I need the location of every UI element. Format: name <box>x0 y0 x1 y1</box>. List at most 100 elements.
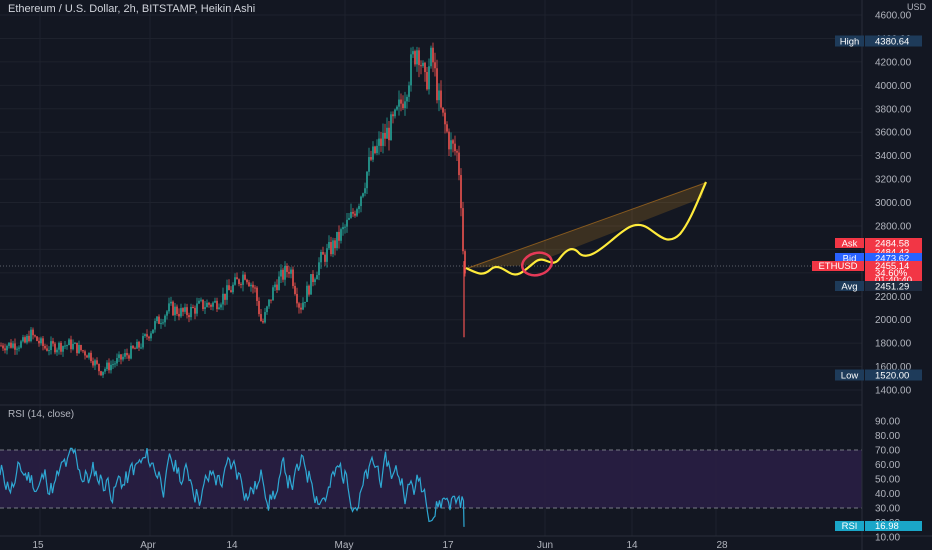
candle-body <box>194 307 196 314</box>
projection-wave[interactable] <box>465 181 708 276</box>
candle-body <box>24 337 26 343</box>
candle-body <box>74 342 76 344</box>
candle-body <box>146 334 148 337</box>
candle-body <box>406 96 408 102</box>
rsi-tick-label: 30.00 <box>875 504 900 515</box>
candle-body <box>50 341 52 351</box>
candle-body <box>184 307 186 312</box>
candle-body <box>258 300 260 315</box>
candle-body <box>280 269 282 277</box>
candle-body <box>124 353 126 357</box>
candle-body <box>332 240 334 255</box>
candle-body <box>418 50 420 66</box>
candle-body <box>108 362 110 371</box>
candle-body <box>182 308 184 312</box>
candle-body <box>350 211 352 218</box>
ask-tag-label: Ask <box>842 238 858 249</box>
candle-body <box>386 127 388 139</box>
candle-body <box>270 299 272 301</box>
candle-body <box>130 345 132 359</box>
candle-body <box>128 355 130 359</box>
rsi-tick-label: 80.00 <box>875 431 900 442</box>
candle-body <box>394 109 396 117</box>
candle-body <box>328 242 330 249</box>
candle-body <box>216 300 218 310</box>
price-tick-label: 3600.00 <box>875 128 912 139</box>
rsi-line <box>0 447 465 527</box>
avg-tag-value-box <box>865 281 922 291</box>
candles <box>0 42 466 379</box>
symbol-change-pct: 34.60% <box>875 268 908 279</box>
candle-body <box>26 335 28 343</box>
candle-body <box>6 345 8 351</box>
candle-body <box>220 304 222 308</box>
time-axis[interactable]: 15 Apr 14 May 17 Jun 14 28 <box>32 540 728 550</box>
candle-body <box>246 279 248 283</box>
candle-body <box>12 343 14 348</box>
candle-body <box>98 363 100 372</box>
projection-drawing[interactable] <box>465 181 708 279</box>
candle-body <box>458 152 460 176</box>
candle-body <box>354 213 356 216</box>
chart-title[interactable]: Ethereum / U.S. Dollar, 2h, BITSTAMP, He… <box>8 3 256 15</box>
candle-body <box>408 85 410 97</box>
candle-body <box>48 350 50 352</box>
candle-body <box>202 299 204 309</box>
candle-body <box>346 219 348 227</box>
price-tick-label: 3400.00 <box>875 151 912 162</box>
candle-body <box>144 334 146 337</box>
candle-body <box>446 124 448 132</box>
candle-body <box>62 346 64 352</box>
candle-body <box>304 301 306 303</box>
highlight-circle[interactable] <box>520 249 555 278</box>
ask2-tag-value-box <box>865 247 922 257</box>
candle-body <box>440 90 442 108</box>
candle-body <box>10 342 12 348</box>
candle-body <box>404 101 406 109</box>
candle-body <box>188 315 190 318</box>
candle-body <box>158 316 160 324</box>
symbol-label-box <box>812 261 864 271</box>
candle-body <box>238 279 240 285</box>
candle-body <box>218 307 220 310</box>
candle-body <box>392 114 394 117</box>
candle-body <box>192 306 194 308</box>
candle-body <box>176 306 178 314</box>
candle-body <box>206 302 208 308</box>
high-tag-value-box <box>865 35 922 47</box>
candle-body <box>432 47 434 63</box>
candle-body <box>286 265 288 272</box>
candle-body <box>414 51 416 65</box>
candle-body <box>230 290 232 293</box>
channel-edge[interactable] <box>467 182 706 269</box>
candle-body <box>396 106 398 110</box>
candle-body <box>306 285 308 302</box>
rsi-label-box <box>835 521 864 531</box>
low-tag-value: 1520.00 <box>875 370 909 381</box>
candle-body <box>308 285 310 295</box>
bid-tag-value: 2473.62 <box>875 253 909 264</box>
candle-body <box>204 307 206 309</box>
candle-body <box>416 50 418 65</box>
candle-body <box>228 285 230 291</box>
bid-tag-label-box <box>835 253 864 263</box>
candle-body <box>442 107 444 113</box>
time-tick-label: 28 <box>716 540 728 550</box>
candle-body <box>326 248 328 262</box>
candle-body <box>90 352 92 362</box>
candle-body <box>84 351 86 356</box>
candle-body <box>342 227 344 230</box>
bar-countdown: 01:40:40 <box>875 275 912 286</box>
ask-tag-value: 2484.58 <box>875 238 909 249</box>
rsi-title[interactable]: RSI (14, close) <box>8 409 75 420</box>
rsi-tick-label: 90.00 <box>875 417 900 428</box>
candle-body <box>162 322 164 324</box>
time-tick-label: May <box>335 540 354 550</box>
candle-body <box>102 371 104 376</box>
symbol-label: ETHUSD <box>818 261 857 272</box>
candle-body <box>174 306 176 316</box>
candle-body <box>66 345 68 347</box>
candle-body <box>358 206 360 210</box>
candle-body <box>178 313 180 317</box>
